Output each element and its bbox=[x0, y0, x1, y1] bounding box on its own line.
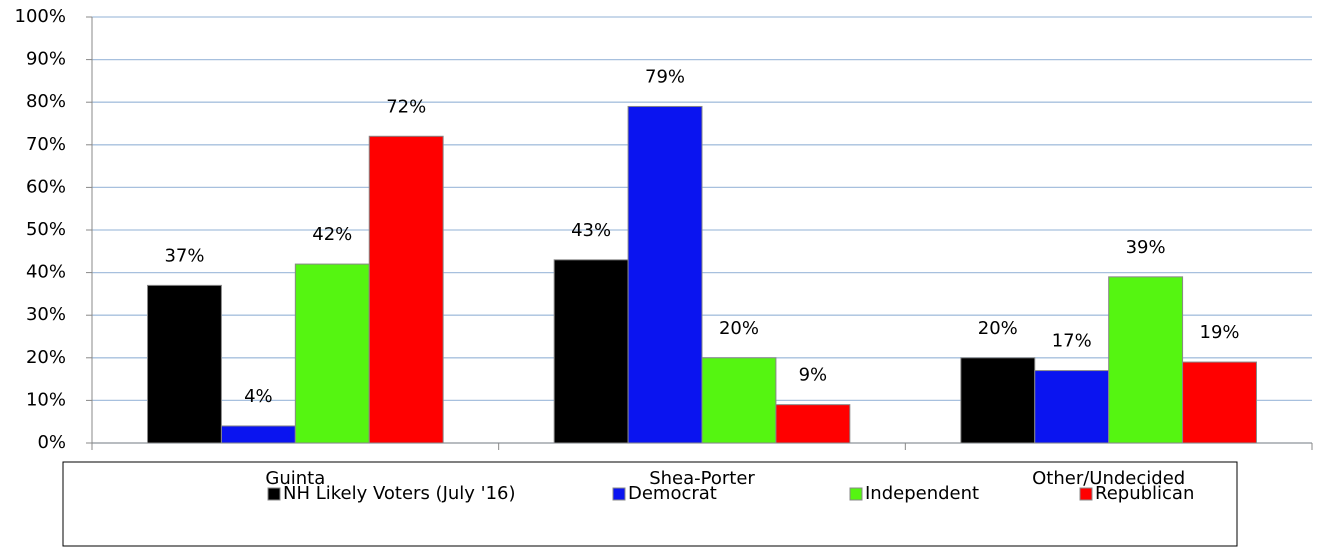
bar bbox=[627, 105, 703, 444]
value-label: 42% bbox=[312, 224, 352, 245]
bar bbox=[553, 259, 629, 444]
y-tick-label: 30% bbox=[26, 304, 66, 325]
legend-label: Democrat bbox=[628, 483, 717, 504]
x-tick-label: Shea-Porter bbox=[649, 468, 755, 489]
y-tick-label: 20% bbox=[26, 347, 66, 368]
legend-swatch bbox=[612, 487, 626, 501]
legend-swatch bbox=[1079, 487, 1093, 501]
value-label: 20% bbox=[978, 318, 1018, 339]
y-tick-label: 60% bbox=[26, 176, 66, 197]
bar bbox=[294, 263, 370, 444]
y-tick-label: 0% bbox=[37, 432, 66, 453]
x-tick-label: Guinta bbox=[265, 468, 325, 489]
y-tick-label: 50% bbox=[26, 219, 66, 240]
value-label: 9% bbox=[799, 365, 828, 386]
y-tick-label: 80% bbox=[26, 91, 66, 112]
value-label: 37% bbox=[164, 245, 204, 266]
bar bbox=[1108, 276, 1184, 444]
value-label: 17% bbox=[1052, 331, 1092, 352]
value-label: 43% bbox=[571, 220, 611, 241]
y-tick-label: 40% bbox=[26, 262, 66, 283]
legend-label: NH Likely Voters (July '16) bbox=[283, 483, 516, 504]
bar bbox=[701, 357, 777, 444]
y-tick-label: 10% bbox=[26, 389, 66, 410]
value-label: 20% bbox=[719, 318, 759, 339]
bar bbox=[775, 404, 851, 444]
bar bbox=[368, 135, 444, 444]
value-label: 4% bbox=[244, 386, 273, 407]
value-label: 19% bbox=[1200, 322, 1240, 343]
legend-label: Independent bbox=[865, 483, 979, 504]
y-tick-label: 100% bbox=[15, 6, 66, 27]
legend-box bbox=[62, 461, 1238, 547]
x-tick-label: Other/Undecided bbox=[1032, 468, 1185, 489]
bar bbox=[1182, 361, 1257, 444]
value-label: 39% bbox=[1126, 237, 1166, 258]
y-tick-label: 70% bbox=[26, 134, 66, 155]
bar bbox=[220, 425, 296, 444]
value-label: 72% bbox=[386, 96, 426, 117]
legend-swatch bbox=[849, 487, 863, 501]
bar bbox=[147, 284, 222, 444]
legend-label: Republican bbox=[1095, 483, 1194, 504]
bar bbox=[960, 357, 1036, 444]
legend-swatch bbox=[267, 487, 281, 501]
bar bbox=[1034, 370, 1110, 444]
value-label: 79% bbox=[645, 66, 685, 87]
y-tick-label: 90% bbox=[26, 49, 66, 70]
